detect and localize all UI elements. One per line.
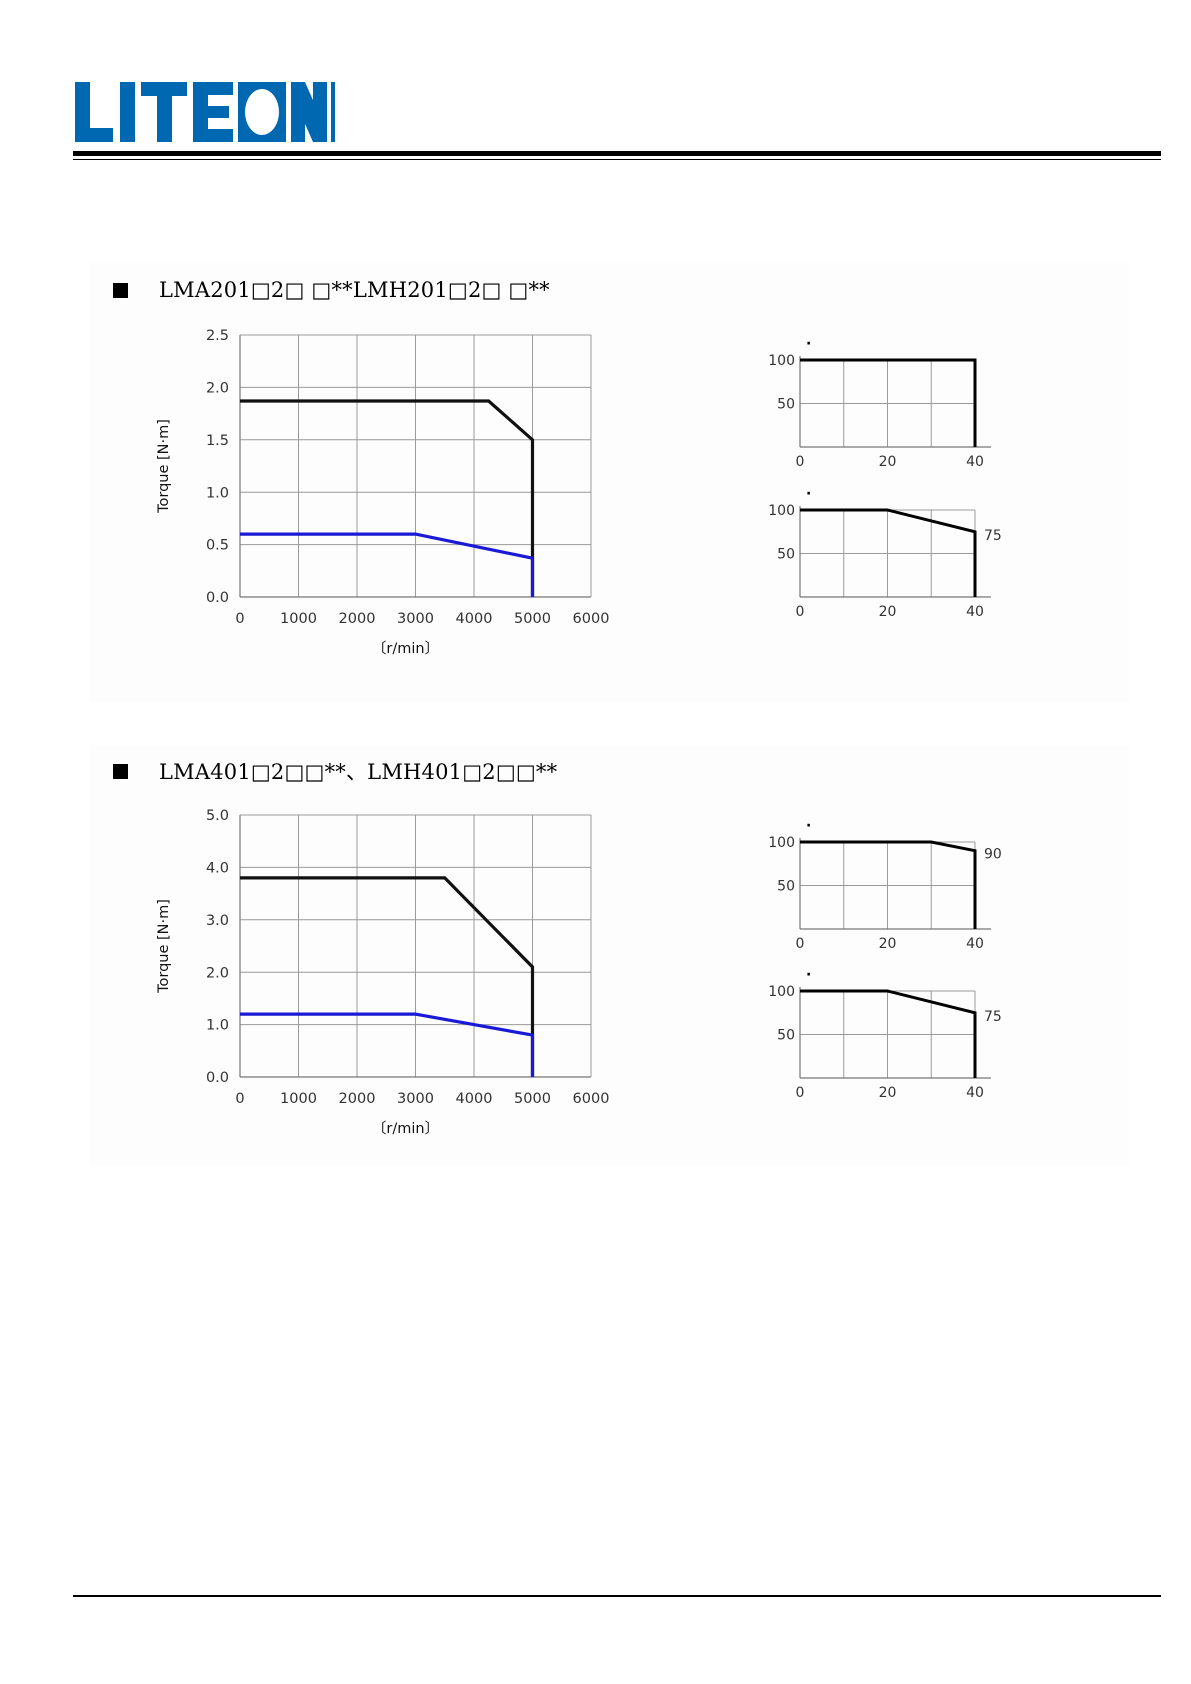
y-tick-label: 100 xyxy=(768,503,795,519)
x-tick-label: 5000 xyxy=(514,1091,551,1107)
y-tick-label: 0.0 xyxy=(206,1070,229,1086)
x-tick-label: 40 xyxy=(966,604,984,620)
derating-chart: 0 20 40 50 100 · 75 xyxy=(768,967,1002,1101)
y-tick-label: 50 xyxy=(777,878,795,894)
x-axis-title: 〔r/min〕 xyxy=(372,1120,439,1137)
bullet-square-icon xyxy=(113,282,128,298)
y-tick-label: 4.0 xyxy=(206,860,229,876)
liteon-logo-letters xyxy=(75,82,335,142)
x-tick-label: 40 xyxy=(966,454,984,470)
x-tick-label: 1000 xyxy=(280,611,317,627)
torque-speed-chart: 0 1000 2000 3000 4000 5000 6000 0.0 0.5 1.0 1.5 2.0… xyxy=(156,328,610,657)
section-title: LMA401□2□□**、LMH401□2□□** xyxy=(159,760,558,784)
header-rule-thick xyxy=(73,151,1161,156)
x-tick-label: 4000 xyxy=(456,611,493,627)
series-line xyxy=(800,508,977,597)
y-tick-label: 5.0 xyxy=(206,808,229,824)
y-tick-label: 100 xyxy=(768,353,795,369)
x-tick-label: 20 xyxy=(879,1085,897,1101)
derating-chart: 0 20 40 50 100 · 90 xyxy=(768,818,1002,952)
data-label: 75 xyxy=(984,1009,1002,1025)
y-tick-label: 1.5 xyxy=(206,433,229,449)
x-tick-label: 0 xyxy=(235,611,244,627)
series-line xyxy=(240,1012,535,1077)
chart-title: · xyxy=(806,486,811,502)
x-tick-label: 0 xyxy=(235,1091,244,1107)
series-line xyxy=(240,876,535,1077)
x-tick-label: 6000 xyxy=(573,1091,610,1107)
series-line xyxy=(240,532,535,597)
x-tick-label: 3000 xyxy=(397,611,434,627)
y-tick-label: 50 xyxy=(777,1027,795,1043)
section-heading: LMA201□2□ □**LMH201□2□ □** xyxy=(113,276,550,304)
y-tick-label: 100 xyxy=(768,835,795,851)
x-tick-label: 20 xyxy=(879,936,897,952)
y-tick-label: 2.5 xyxy=(206,328,229,344)
section-heading: LMA401□2□□**、LMH401□2□□** xyxy=(113,757,557,785)
data-label: 90 xyxy=(984,847,1002,863)
y-tick-label: 1.0 xyxy=(206,1018,229,1034)
series-line xyxy=(800,989,977,1078)
x-tick-label: 0 xyxy=(796,604,805,620)
y-tick-label: 0.5 xyxy=(206,538,229,554)
x-tick-label: 40 xyxy=(966,936,984,952)
x-tick-label: 0 xyxy=(796,1085,805,1101)
derating-chart: 0 20 40 50 100 · 75 xyxy=(768,486,1002,620)
bullet-square-icon xyxy=(113,763,128,779)
footer-rule xyxy=(73,1595,1161,1597)
x-tick-label: 0 xyxy=(796,936,805,952)
y-tick-label: 100 xyxy=(768,984,795,1000)
x-tick-label: 1000 xyxy=(280,1091,317,1107)
x-tick-label: 6000 xyxy=(573,611,610,627)
x-tick-label: 20 xyxy=(879,604,897,620)
y-axis-title: Torque [N·m] xyxy=(156,899,172,994)
x-tick-label: 0 xyxy=(796,454,805,470)
series-line xyxy=(800,358,977,447)
x-tick-label: 5000 xyxy=(514,611,551,627)
y-tick-label: 2.0 xyxy=(206,380,229,396)
chart-title: · xyxy=(806,818,811,834)
x-tick-label: 20 xyxy=(879,454,897,470)
x-tick-label: 4000 xyxy=(456,1091,493,1107)
liteon-logo-o xyxy=(245,89,279,135)
torque-speed-chart: 0 1000 2000 3000 4000 5000 6000 0.0 1.0 2.0 3.0 4.0… xyxy=(156,808,610,1137)
series-line xyxy=(800,840,977,929)
y-tick-label: 1.0 xyxy=(206,485,229,501)
y-tick-label: 50 xyxy=(777,546,795,562)
section-title: LMA201□2□ □**LMH201□2□ □** xyxy=(159,278,550,302)
x-tick-label: 2000 xyxy=(339,611,376,627)
derating-chart: 0 20 40 50 100 · xyxy=(768,336,991,470)
header-rule-thin xyxy=(73,159,1161,160)
y-tick-label: 0.0 xyxy=(206,590,229,606)
liteon-logo xyxy=(75,82,335,142)
chart-title: · xyxy=(806,336,811,352)
x-tick-label: 2000 xyxy=(339,1091,376,1107)
x-tick-label: 3000 xyxy=(397,1091,434,1107)
series-line xyxy=(240,399,535,597)
y-axis-title: Torque [N·m] xyxy=(156,419,172,514)
x-axis-title: 〔r/min〕 xyxy=(372,640,439,657)
data-label: 75 xyxy=(984,528,1002,544)
y-tick-label: 3.0 xyxy=(206,913,229,929)
chart-title: · xyxy=(806,967,811,983)
x-tick-label: 40 xyxy=(966,1085,984,1101)
y-tick-label: 2.0 xyxy=(206,965,229,981)
y-tick-label: 50 xyxy=(777,396,795,412)
